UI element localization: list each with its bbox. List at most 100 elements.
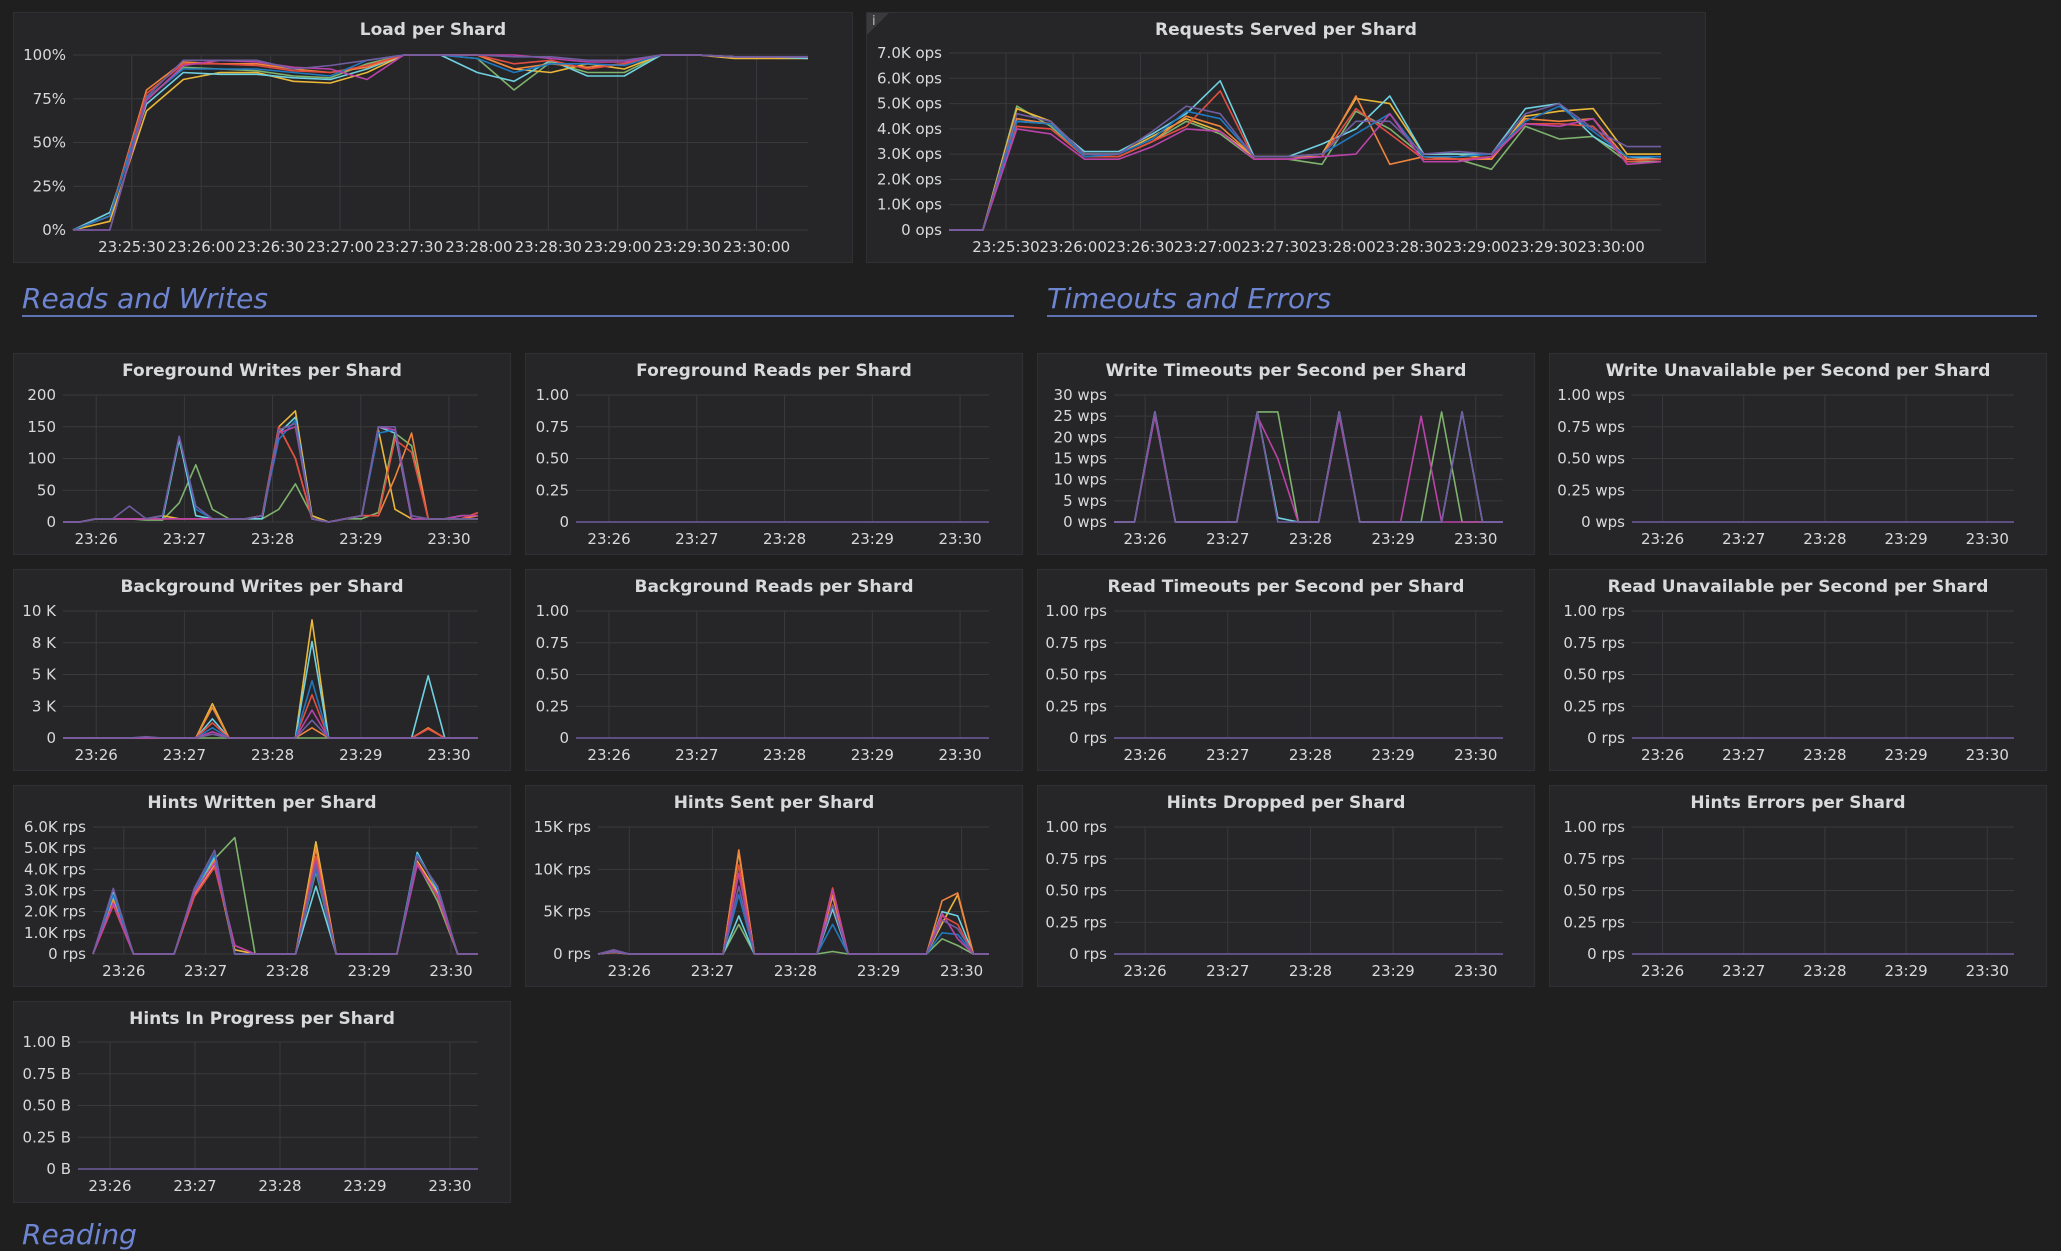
series-line-red	[63, 694, 478, 739]
x-tick-label: 23:27	[173, 1177, 216, 1195]
x-tick-label: 23:28:00	[445, 238, 512, 256]
x-tick-label: 23:27	[163, 746, 206, 764]
x-tick-label: 23:29	[1884, 746, 1927, 764]
panel-title[interactable]: Write Timeouts per Second per Shard	[1105, 361, 1467, 381]
x-tick-label: 23:27:30	[1241, 238, 1308, 256]
panel-title[interactable]: Read Unavailable per Second per Shard	[1607, 577, 1989, 597]
y-tick-label: 3.0K rps	[24, 882, 86, 900]
x-tick-label: 23:26	[1641, 530, 1684, 548]
y-tick-label: 1.00	[536, 386, 569, 404]
panel-read-unavail[interactable]: Read Unavailable per Second per Shard 1.0…	[1549, 569, 2047, 771]
y-tick-label: 0	[559, 729, 569, 747]
series-line-pink	[949, 112, 1662, 231]
panel-title[interactable]: Hints Written per Shard	[147, 793, 377, 813]
y-tick-label: 50%	[33, 134, 66, 152]
y-tick-label: 0.75 B	[23, 1065, 71, 1083]
row-title-partial[interactable]: Reading	[22, 1218, 137, 1251]
row-title-timeouts-errors[interactable]: Timeouts and Errors	[1047, 282, 1332, 315]
panel-fg-writes[interactable]: Foreground Writes per Shard 200 150 100 50 0 2…	[13, 353, 511, 555]
y-tick-label: 0 wps	[1581, 513, 1625, 531]
panel-fg-reads[interactable]: Foreground Reads per Shard 1.00 0.75 0.50 0.…	[525, 353, 1023, 555]
panel-load[interactable]: Load per Shard 100% 75% 50% 25% 0% 23:25:30 23:…	[13, 12, 853, 263]
panel-title[interactable]: Background Reads per Shard	[634, 577, 914, 597]
x-tick-label: 23:28	[774, 962, 817, 980]
y-tick-label: 75%	[33, 90, 66, 108]
x-tick-label: 23:27	[1722, 962, 1765, 980]
panel-hints-dropped[interactable]: Hints Dropped per Shard 1.00 rps 0.75 rps 0…	[1037, 785, 1535, 987]
y-tick-label: 0 rps	[553, 945, 591, 963]
panel-hints-errors[interactable]: Hints Errors per Shard 1.00 rps 0.75 rps 0.…	[1549, 785, 2047, 987]
series-line-yellow	[949, 97, 1661, 231]
y-tick-label: 5K rps	[543, 903, 591, 921]
panel-title[interactable]: Read Timeouts per Second per Shard	[1107, 577, 1465, 597]
panel-hints-written[interactable]: Hints Written per Shard 6.0K rps 5.0K rps 4…	[13, 785, 511, 987]
x-tick-label: 23:27	[675, 746, 718, 764]
x-tick-label: 23:26	[1124, 746, 1167, 764]
panel-title[interactable]: Background Writes per Shard	[120, 577, 404, 597]
x-tick-label: 23:30	[1966, 962, 2009, 980]
x-tick-label: 23:29	[343, 1177, 386, 1195]
x-tick-label: 23:26	[102, 962, 145, 980]
chart-svg: 1.00 rps 0.75 rps 0.50 rps 0.25 rps 0 rps 23:…	[1045, 602, 1503, 764]
series-line-blue	[949, 105, 1661, 231]
x-tick-label: 23:29:30	[653, 238, 720, 256]
y-tick-label: 1.00 rps	[1563, 602, 1625, 620]
x-tick-label: 23:27	[691, 962, 734, 980]
y-tick-label: 25%	[33, 177, 66, 195]
x-tick-label: 23:29	[1884, 962, 1927, 980]
panel-bg-reads[interactable]: Background Reads per Shard 1.00 0.75 0.50 0.…	[525, 569, 1023, 771]
panel-title[interactable]: Load per Shard	[359, 20, 507, 40]
panel-bg-writes[interactable]: Background Writes per Shard 10 K 8 K 5 K 3 K…	[13, 569, 511, 771]
panel-hints-progress[interactable]: Hints In Progress per Shard 1.00 B 0.75 B 0…	[13, 1001, 511, 1203]
x-tick-label: 23:26	[1124, 530, 1167, 548]
panel-title[interactable]: Hints Dropped per Shard	[1166, 793, 1406, 813]
panel-title[interactable]: Requests Served per Shard	[1155, 20, 1417, 40]
y-tick-label: 10K rps	[534, 860, 591, 878]
series-line-purple	[597, 885, 989, 955]
y-tick-label: 2.0K rps	[24, 903, 86, 921]
row-title-reads-writes[interactable]: Reads and Writes	[22, 282, 268, 315]
x-tick-label: 23:26	[587, 746, 630, 764]
panel-requests[interactable]: i Requests Served per Shard 7.0K ops 6.0K o…	[866, 12, 1706, 263]
y-tick-label: 4.0K rps	[24, 860, 86, 878]
y-tick-label: 0 rps	[1587, 945, 1625, 963]
y-tick-label: 0.50 rps	[1045, 882, 1107, 900]
x-tick-label: 23:30:00	[723, 238, 790, 256]
series-line-green	[949, 105, 1661, 231]
x-tick-label: 23:29:00	[584, 238, 651, 256]
y-tick-label: 5.0K rps	[24, 839, 86, 857]
x-tick-label: 23:29	[348, 962, 391, 980]
panel-title[interactable]: Write Unavailable per Second per Shard	[1605, 361, 1991, 381]
x-tick-label: 23:26:30	[237, 238, 304, 256]
x-tick-label: 23:28	[1803, 746, 1846, 764]
y-tick-label: 0 wps	[1063, 513, 1107, 531]
y-tick-label: 5 K	[32, 666, 57, 684]
y-tick-label: 4.0K ops	[877, 120, 942, 138]
series-line-purple	[949, 102, 1661, 231]
y-tick-label: 0.25 rps	[1045, 697, 1107, 715]
panel-write-timeouts[interactable]: Write Timeouts per Second per Shard 30 wp…	[1037, 353, 1535, 555]
panel-title[interactable]: Hints Sent per Shard	[673, 793, 875, 813]
panel-title[interactable]: Hints In Progress per Shard	[129, 1009, 395, 1029]
panel-title[interactable]: Foreground Writes per Shard	[122, 361, 402, 381]
y-tick-label: 1.00 rps	[1045, 818, 1107, 836]
x-tick-label: 23:26:00	[168, 238, 235, 256]
x-tick-label: 23:28	[251, 746, 294, 764]
y-tick-label: 0.50 rps	[1563, 882, 1625, 900]
y-tick-label: 0.25 B	[23, 1128, 71, 1146]
y-tick-label: 0.75	[536, 634, 569, 652]
y-tick-label: 50	[37, 481, 56, 499]
panel-hints-sent[interactable]: Hints Sent per Shard 15K rps 10K rps 5K rps…	[525, 785, 1023, 987]
series-line-orange	[949, 95, 1661, 231]
series-line-blue	[63, 680, 478, 739]
panel-read-timeouts[interactable]: Read Timeouts per Second per Shard 1.00 r…	[1037, 569, 1535, 771]
panel-title[interactable]: Hints Errors per Shard	[1690, 793, 1906, 813]
x-tick-label: 23:30	[940, 962, 983, 980]
y-tick-label: 0.75	[536, 418, 569, 436]
panel-info-corner[interactable]: i	[867, 13, 889, 35]
panel-write-unavail[interactable]: Write Unavailable per Second per Shard 1.…	[1549, 353, 2047, 555]
y-tick-label: 10 K	[22, 602, 57, 620]
x-tick-label: 23:30	[1966, 530, 2009, 548]
panel-title[interactable]: Foreground Reads per Shard	[636, 361, 912, 381]
x-tick-label: 23:26	[1641, 746, 1684, 764]
